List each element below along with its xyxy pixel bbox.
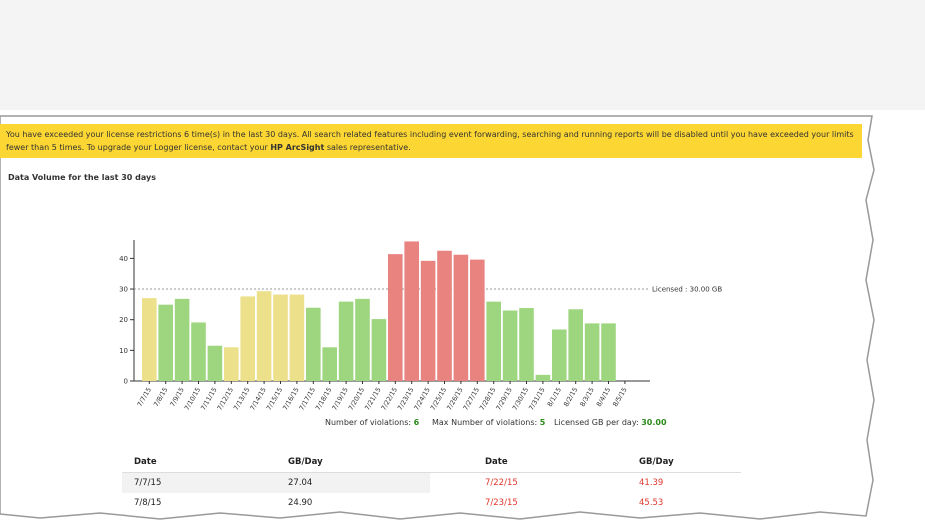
y-tick-label: 40: [119, 255, 128, 263]
bar: [240, 296, 255, 381]
bar: [191, 322, 206, 381]
y-tick-label: 10: [119, 347, 128, 355]
bar: [568, 309, 583, 381]
bar: [338, 301, 354, 381]
bar: [355, 298, 370, 381]
stat: Max Number of violations: 5: [432, 418, 545, 427]
stat-label: Licensed GB per day:: [554, 418, 639, 427]
banner-bold: HP ArcSight: [270, 143, 325, 152]
stat-label: Max Number of violations:: [432, 418, 538, 427]
banner-text: You have exceeded your license restricti…: [6, 130, 854, 152]
bar: [273, 294, 288, 381]
bar: [420, 260, 436, 381]
table-cell: 45.53: [639, 498, 664, 508]
stat: Licensed GB per day: 30.00: [554, 418, 667, 427]
bar: [174, 298, 190, 381]
table-row: 7/7/15 27.04 7/22/15 41.39: [122, 472, 741, 493]
table-cell: 7/8/15: [134, 498, 162, 508]
bar: [256, 291, 272, 381]
bar: [306, 307, 321, 381]
data-table: Date GB/Day Date GB/Day 7/7/15 27.04 7/22/15 41…: [122, 452, 741, 513]
bar: [388, 254, 403, 381]
stat-value: 30.00: [641, 418, 667, 427]
bar: [552, 329, 567, 381]
stat-label: Number of violations:: [325, 418, 412, 427]
bar: [437, 250, 452, 381]
table-cell: 7/7/15: [122, 472, 276, 493]
bar: [322, 347, 337, 381]
bar: [224, 347, 239, 381]
license-banner: You have exceeded your license restricti…: [0, 124, 862, 158]
bar: [584, 323, 600, 381]
top-bar: [0, 0, 925, 110]
stat: Number of violations: 6: [325, 418, 419, 427]
bar: [502, 310, 518, 381]
bar: [535, 374, 551, 381]
column-header: GB/Day: [627, 452, 741, 473]
bar: [486, 301, 501, 381]
bar: [453, 254, 469, 381]
table-cell: 27.04: [276, 472, 430, 493]
bar: [371, 319, 387, 381]
y-tick-label: 30: [119, 286, 128, 294]
bar: [158, 304, 173, 381]
banner-text: sales representative.: [324, 143, 411, 152]
bar: [601, 323, 616, 381]
paper-edge: [0, 115, 875, 520]
threshold-label: Licensed : 30.00 GB: [652, 286, 722, 294]
bar: [519, 308, 534, 381]
table-cell: 41.39: [639, 478, 664, 488]
table-cell: 7/23/15: [485, 498, 518, 508]
bar: [404, 241, 419, 381]
y-tick-label: 20: [119, 316, 128, 324]
bar: [207, 345, 223, 381]
table-cell: 7/22/15: [485, 478, 518, 488]
table-cell: 24.90: [288, 498, 313, 508]
stat-value: 6: [413, 418, 420, 427]
column-header: Date: [122, 452, 276, 473]
y-tick-label: 0: [124, 378, 128, 386]
column-header: GB/Day: [276, 452, 430, 473]
stat-value: 5: [539, 418, 546, 427]
bar: [142, 298, 157, 381]
table-row: 7/8/15 24.90 7/23/15 45.53: [122, 493, 741, 513]
chart-title: Data Volume for the last 30 days: [8, 173, 156, 182]
column-header: Date: [430, 452, 627, 473]
bar: [470, 259, 485, 381]
bar: [289, 294, 305, 381]
